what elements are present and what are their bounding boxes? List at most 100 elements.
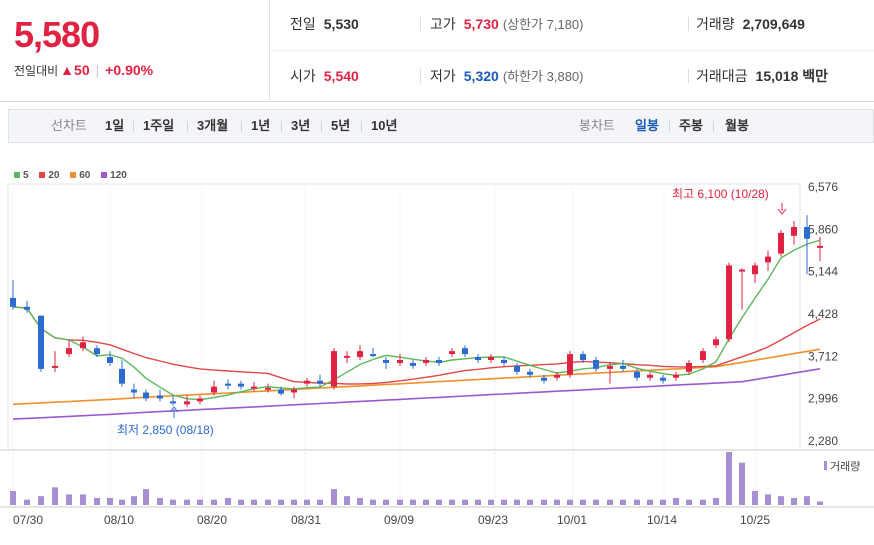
change-percent: +0.90% bbox=[105, 62, 154, 78]
candle-body bbox=[278, 389, 284, 394]
volume-bar bbox=[344, 496, 350, 505]
candle-body bbox=[713, 339, 719, 346]
candle-body bbox=[143, 392, 149, 399]
x-tick-label: 10/01 bbox=[557, 513, 587, 527]
tab-divider bbox=[361, 121, 362, 132]
volume-bar bbox=[527, 499, 533, 505]
tab-divider bbox=[669, 121, 670, 132]
volume-bar bbox=[197, 499, 203, 505]
volume-bar bbox=[739, 462, 745, 505]
day-low: 저가 5,320 (하한가 3,880) bbox=[430, 68, 584, 84]
plot-frame bbox=[7, 183, 801, 451]
candle-body bbox=[647, 374, 653, 378]
trade-amount: 거래대금 15,018 백만 bbox=[696, 68, 829, 84]
tab-3y[interactable]: 3년 bbox=[291, 118, 311, 133]
ma-legend: 5 20 60 120 bbox=[14, 170, 135, 181]
y-tick-label: 5,144 bbox=[808, 265, 838, 279]
candle-body bbox=[567, 354, 573, 375]
candle-body bbox=[726, 265, 732, 340]
low-arrow-head bbox=[169, 406, 179, 413]
x-tick-label: 08/10 bbox=[104, 513, 134, 527]
volume-bar bbox=[24, 499, 30, 505]
ma120-line bbox=[12, 368, 821, 420]
ma5-line bbox=[12, 239, 821, 401]
volume-bar bbox=[278, 499, 284, 505]
candle-body bbox=[686, 362, 692, 372]
tab-10y[interactable]: 10년 bbox=[371, 118, 398, 133]
tab-1w[interactable]: 1주일 bbox=[143, 118, 175, 133]
volume-bar bbox=[317, 499, 323, 505]
tab-daily[interactable]: 일봉 bbox=[635, 118, 659, 133]
candle-body bbox=[765, 256, 771, 263]
candle-body bbox=[739, 269, 745, 272]
candle-body bbox=[423, 359, 429, 363]
candle-body bbox=[634, 371, 640, 378]
candle-body bbox=[593, 359, 599, 369]
volume-bar bbox=[383, 499, 389, 505]
candle-body bbox=[752, 265, 758, 275]
tab-5y[interactable]: 5년 bbox=[331, 118, 351, 133]
candle-body bbox=[131, 389, 137, 393]
volume-bar bbox=[38, 496, 44, 505]
candle-body bbox=[527, 371, 533, 375]
volume-bar bbox=[251, 499, 257, 505]
candle-body bbox=[157, 395, 163, 399]
volume-bar bbox=[713, 497, 719, 505]
candle-body bbox=[80, 342, 86, 349]
candle-body bbox=[10, 297, 16, 307]
candle-body bbox=[357, 351, 363, 358]
candle-body bbox=[370, 354, 376, 357]
candle-body bbox=[804, 226, 810, 239]
tab-divider bbox=[713, 121, 714, 132]
candle-body bbox=[94, 348, 100, 355]
volume-stat: 거래량 2,709,649 bbox=[696, 16, 805, 32]
tab-monthly[interactable]: 월봉 bbox=[725, 118, 749, 133]
candle-body bbox=[344, 355, 350, 358]
volume-bar bbox=[501, 499, 507, 505]
divider bbox=[420, 69, 421, 83]
tab-weekly[interactable]: 주봉 bbox=[679, 118, 703, 133]
volume-bar bbox=[791, 497, 797, 505]
volume-bar bbox=[647, 499, 653, 505]
candle-body bbox=[197, 398, 203, 402]
volume-bar bbox=[462, 499, 468, 505]
day-high: 고가 5,730 (상한가 7,180) bbox=[430, 16, 584, 32]
candle-body bbox=[119, 368, 125, 384]
volume-bar bbox=[131, 496, 137, 505]
high-arrow-head bbox=[777, 208, 787, 215]
volume-bar bbox=[778, 496, 784, 505]
stats-divider bbox=[270, 50, 874, 51]
tab-3m[interactable]: 3개월 bbox=[197, 118, 229, 133]
volume-bar bbox=[593, 499, 599, 505]
candle-body bbox=[580, 354, 586, 360]
candle-body bbox=[24, 306, 30, 310]
candle-body bbox=[184, 401, 190, 405]
candle-body bbox=[291, 389, 297, 393]
legend-ma60: 60 bbox=[70, 170, 90, 181]
volume-bar bbox=[304, 499, 310, 505]
x-tick-label: 08/31 bbox=[291, 513, 321, 527]
divider bbox=[420, 17, 421, 31]
volume-bar bbox=[817, 501, 823, 505]
y-tick-label: 5,860 bbox=[808, 222, 838, 236]
candle-body bbox=[107, 357, 113, 363]
candle-body bbox=[462, 348, 468, 355]
tab-divider bbox=[133, 121, 134, 132]
tab-divider bbox=[321, 121, 322, 132]
candle-body bbox=[660, 377, 666, 381]
volume-legend-label: 거래량 bbox=[830, 460, 860, 473]
volume-bar bbox=[238, 499, 244, 505]
volume-legend-swatch bbox=[824, 461, 827, 470]
candle-body bbox=[265, 387, 271, 390]
candle-body bbox=[238, 383, 244, 387]
candle-body bbox=[514, 365, 520, 372]
volume-bar bbox=[10, 490, 16, 505]
tab-1d[interactable]: 1일 bbox=[105, 118, 125, 133]
prev-close: 전일 5,530 bbox=[290, 16, 359, 32]
change-divider: | bbox=[95, 62, 100, 78]
tab-1y[interactable]: 1년 bbox=[251, 118, 271, 133]
tab-divider bbox=[187, 121, 188, 132]
candle-body bbox=[541, 377, 547, 381]
y-tick-label: 4,428 bbox=[808, 307, 838, 321]
candle-body bbox=[410, 362, 416, 366]
